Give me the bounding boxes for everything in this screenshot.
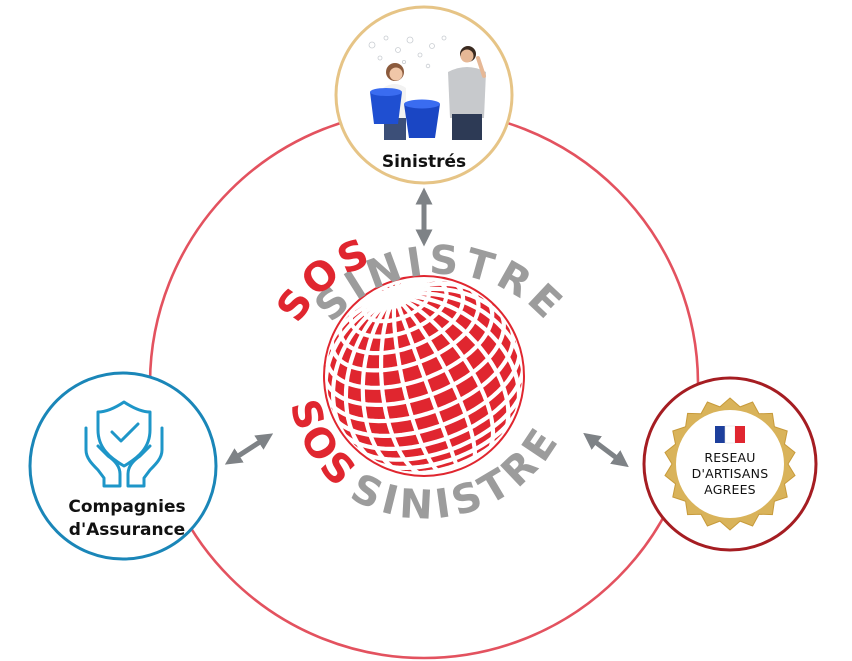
node-reseau-artisans[interactable]: RESEAU D'ARTISANS AGREES xyxy=(642,376,818,552)
seal-label-line1: RESEAU xyxy=(704,450,755,465)
globe-grid-line xyxy=(360,294,413,476)
people-with-buckets-photo-icon xyxy=(340,10,510,140)
globe-grid-line xyxy=(391,295,446,476)
sos-sinistre-logo: SINISTRE SOS SOS SINISTRE xyxy=(268,229,569,529)
node-compagnies-label-line2: d'Assurance xyxy=(69,520,185,540)
arrow-left xyxy=(224,433,274,465)
globe-icon xyxy=(323,275,525,477)
node-compagnies-assurance[interactable]: Compagnies d'Assurance xyxy=(28,371,218,561)
seal-label-line2: D'ARTISANS xyxy=(692,466,769,481)
node-compagnies-label-line1: Compagnies xyxy=(68,497,185,517)
seal-label-line3: AGREES xyxy=(704,482,756,497)
globe-grid-line xyxy=(343,294,397,471)
globe-grid-line xyxy=(392,295,461,471)
node-sinistres-label: Sinistrés xyxy=(382,152,466,172)
french-flag-seal-icon xyxy=(715,425,745,444)
globe-grid-line xyxy=(379,294,430,476)
globe-grid-line xyxy=(394,293,521,425)
arrow-right xyxy=(583,432,629,468)
globe-grid-line xyxy=(394,291,524,391)
globe-grid-line xyxy=(393,293,496,458)
globe-grid-line xyxy=(394,293,511,446)
globe-grid-line xyxy=(331,294,396,452)
shield-hands-icon xyxy=(84,400,164,488)
globe-grid-line xyxy=(393,294,477,467)
node-sinistres[interactable]: Sinistrés xyxy=(334,5,514,185)
